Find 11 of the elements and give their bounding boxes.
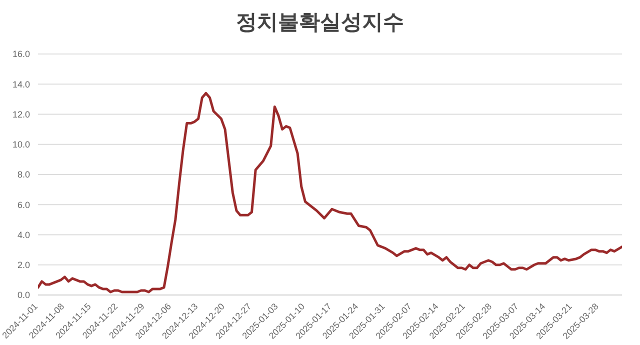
y-tick-label: 6.0 xyxy=(17,200,30,210)
y-tick-label: 2.0 xyxy=(17,260,30,270)
y-tick-label: 16.0 xyxy=(12,49,30,60)
y-tick-label: 12.0 xyxy=(12,109,30,120)
y-tick-label: 10.0 xyxy=(12,140,30,150)
chart-title: 정치불확실성지수 xyxy=(235,9,405,36)
y-tick-label: 4.0 xyxy=(17,230,30,240)
y-tick-label: 14.0 xyxy=(12,79,30,90)
y-tick-label: 8.0 xyxy=(17,170,30,180)
y-tick-label: 0.0 xyxy=(17,290,30,300)
line-series xyxy=(38,92,622,294)
